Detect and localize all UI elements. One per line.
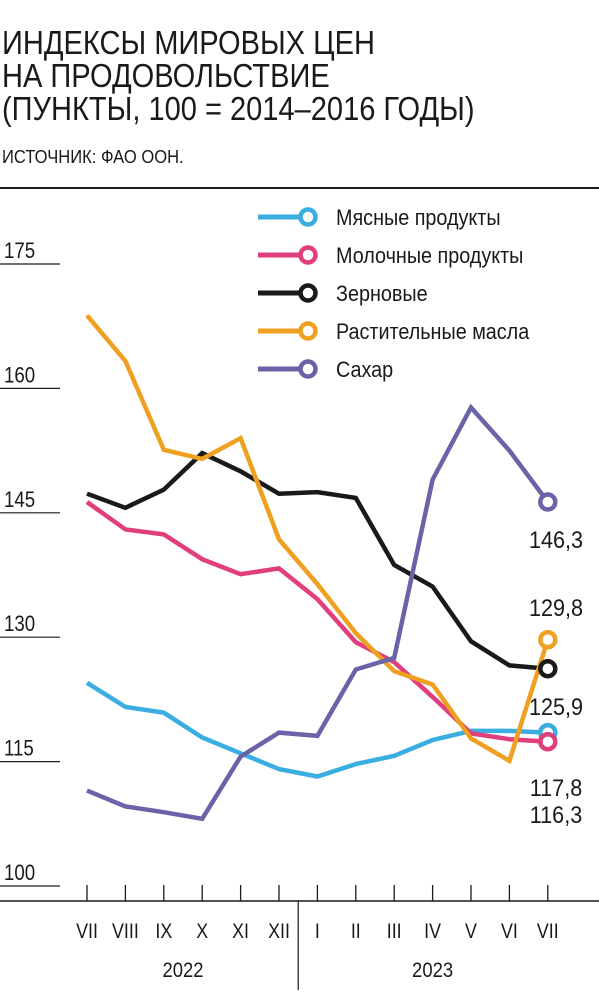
x-tick-label: XII: [268, 920, 290, 944]
y-tick-label: 160: [4, 364, 35, 388]
legend-item: Зерновые: [258, 282, 428, 306]
x-tick-label: V: [465, 920, 477, 944]
year-label: 2022: [162, 959, 203, 982]
series-line-зерновые: [86, 450, 548, 671]
legend-swatch-marker: [298, 245, 318, 265]
title-line-2: НА ПРОДОВОЛЬСТВИЕ: [2, 57, 330, 94]
value-label-растительные-масла: 129,8: [529, 594, 583, 621]
x-tick-label: II: [351, 920, 361, 944]
y-tick-label: 145: [4, 488, 35, 512]
legend-item: Мясные продукты: [258, 206, 501, 230]
legend-label: Сахар: [336, 358, 393, 382]
value-label-сахар: 146,3: [529, 526, 583, 553]
legend-swatch-marker: [298, 321, 318, 341]
end-marker-молочные-продукты: [538, 731, 558, 752]
legend-item: Растительные масла: [258, 320, 530, 344]
y-tick-label: 175: [4, 240, 35, 264]
legend-label: Мясные продукты: [336, 206, 501, 230]
series-line-мясные-продукты: [85, 680, 548, 779]
series-line-молочные-продукты: [85, 500, 548, 744]
series-lines: [85, 313, 558, 822]
end-marker-растительные-масла: [538, 629, 558, 650]
y-tick-label: 130: [4, 613, 35, 637]
end-marker-зерновые: [538, 658, 558, 679]
x-tick-label: III: [387, 920, 402, 944]
header-divider: [0, 187, 599, 189]
x-tick-label: VI: [501, 920, 518, 944]
x-tick-label: XI: [232, 920, 249, 944]
x-tick-label: VII: [537, 920, 559, 944]
x-tick-label: VIII: [112, 920, 139, 944]
x-tick-label: VII: [76, 920, 98, 944]
legend-label: Растительные масла: [336, 320, 530, 344]
source-note: ИСТОЧНИК: ФАО ООН.: [2, 147, 184, 167]
legend-label: Молочные продукты: [336, 244, 523, 268]
x-tick-label: IX: [155, 920, 172, 944]
chart-title: ИНДЕКСЫ МИРОВЫХ ЦЕН НА ПРОДОВОЛЬСТВИЕ (П…: [2, 26, 475, 125]
title-line-1: ИНДЕКСЫ МИРОВЫХ ЦЕН: [2, 24, 375, 61]
legend-swatch-marker: [298, 207, 318, 227]
legend: Мясные продукты Молочные продукты Зерновые…: [258, 206, 530, 382]
value-label-зерновые: 125,9: [529, 693, 583, 720]
x-tick-label: I: [315, 920, 320, 944]
year-label: 2023: [412, 959, 453, 982]
value-label-мясные-продукты: 116,3: [530, 801, 582, 828]
title-line-3: (ПУНКТЫ, 100 = 2014–2016 ГОДЫ): [2, 90, 475, 127]
end-marker-сахар: [538, 492, 558, 512]
value-label-молочные-продукты: 117,8: [530, 774, 582, 801]
legend-swatch-marker: [298, 359, 318, 379]
legend-item: Молочные продукты: [258, 244, 523, 268]
y-tick-label: 115: [4, 737, 34, 761]
series-line-растительные-масла: [85, 313, 550, 765]
y-tick-label: 100: [4, 862, 35, 886]
x-tick-label: IV: [424, 920, 441, 944]
series-line-сахар: [86, 403, 550, 822]
legend-swatch-marker: [298, 283, 318, 303]
legend-label: Зерновые: [336, 282, 428, 306]
x-tick-label: X: [196, 920, 208, 944]
legend-item: Сахар: [258, 358, 393, 382]
